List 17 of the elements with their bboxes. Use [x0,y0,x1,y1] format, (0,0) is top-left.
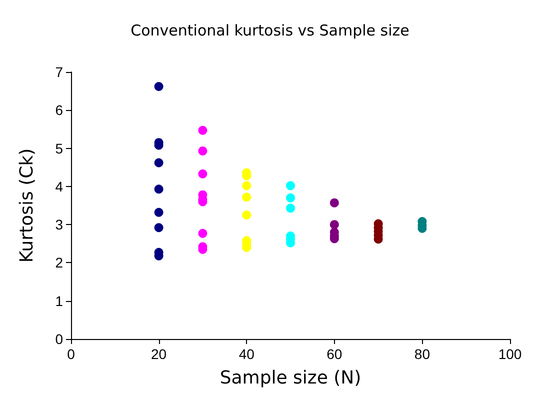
x-tick-label: 20 [151,346,167,362]
y-tick-label: 5 [55,140,64,156]
y-tick-label: 0 [55,331,64,347]
chart-title: Conventional kurtosis vs Sample size [130,22,410,40]
y-tick-label: 6 [55,102,64,118]
x-axis-title: Sample size (N) [220,368,362,388]
x-tick-label: 100 [498,346,522,362]
y-tick-label: 4 [55,178,64,194]
x-tick-label: 60 [326,346,342,362]
y-tick-label: 3 [55,216,64,233]
y-tick-label: 2 [55,254,64,271]
y-axis-title: Kurtosis (Ck) [16,148,38,263]
x-tick-label: 40 [238,346,255,362]
y-tick-label: 7 [55,64,64,80]
y-tick-label: 1 [55,292,64,309]
x-tick-label: 80 [414,346,430,362]
x-tick-label: 0 [67,346,76,362]
